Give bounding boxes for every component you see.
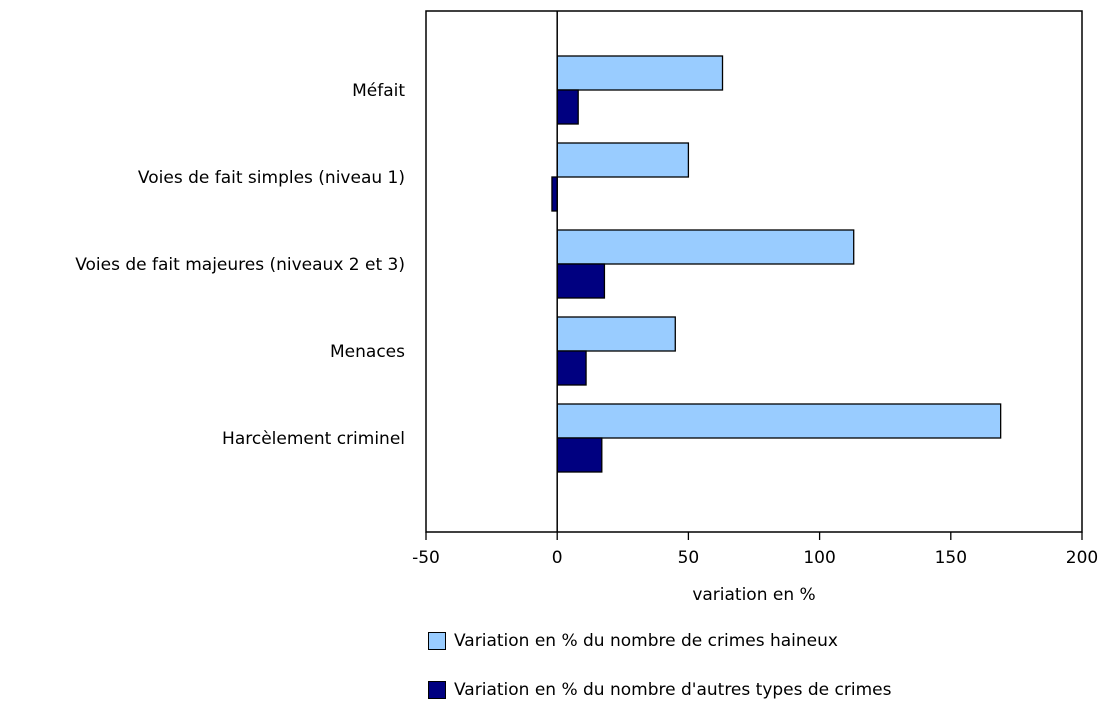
bar-series1-cat2 bbox=[556, 142, 690, 178]
category-label: Menaces bbox=[330, 342, 405, 362]
legend-swatch-hate-crimes bbox=[428, 632, 446, 650]
x-tick-label: 50 bbox=[678, 548, 700, 568]
legend-swatch-other-crimes bbox=[428, 681, 446, 699]
category-label: Voies de fait simples (niveau 1) bbox=[138, 168, 405, 188]
bar-series1-cat1 bbox=[556, 55, 724, 91]
category-label: Voies de fait majeures (niveaux 2 et 3) bbox=[75, 255, 405, 275]
x-tick-label: 0 bbox=[552, 548, 563, 568]
x-axis-title: variation en % bbox=[692, 585, 815, 605]
bars-group bbox=[551, 55, 1002, 473]
bar-series1-cat3 bbox=[556, 229, 855, 265]
category-labels-group: Méfait Voies de fait simples (niveau 1) Vo… bbox=[75, 81, 405, 449]
bar-series2-cat4 bbox=[556, 350, 587, 386]
plot-frame bbox=[425, 10, 1083, 533]
legend-label-other-crimes: Variation en % du nombre d'autres types … bbox=[454, 680, 892, 700]
bar-series2-cat5 bbox=[556, 437, 603, 473]
bar-series2-cat2 bbox=[551, 176, 558, 212]
bar-series2-cat3 bbox=[556, 263, 606, 299]
legend-item-hate-crimes: Variation en % du nombre de crimes haine… bbox=[428, 631, 838, 651]
legend-label-hate-crimes: Variation en % du nombre de crimes haine… bbox=[454, 631, 838, 651]
legend-item-other-crimes: Variation en % du nombre d'autres types … bbox=[428, 680, 891, 700]
category-label: Harcèlement criminel bbox=[222, 429, 405, 449]
bar-series2-cat1 bbox=[556, 89, 579, 125]
category-label: Méfait bbox=[352, 81, 405, 101]
x-tick-label: -50 bbox=[412, 548, 440, 568]
x-tick-label: 150 bbox=[935, 548, 967, 568]
x-ticks-group: -50 0 50 100 150 200 bbox=[412, 532, 1098, 568]
x-tick-label: 100 bbox=[803, 548, 835, 568]
bar-series1-cat4 bbox=[556, 316, 676, 352]
x-tick-label: 200 bbox=[1066, 548, 1098, 568]
bar-chart-plot: Méfait Voies de fait simples (niveau 1) Vo… bbox=[75, 10, 1098, 605]
bar-series1-cat5 bbox=[556, 403, 1002, 439]
